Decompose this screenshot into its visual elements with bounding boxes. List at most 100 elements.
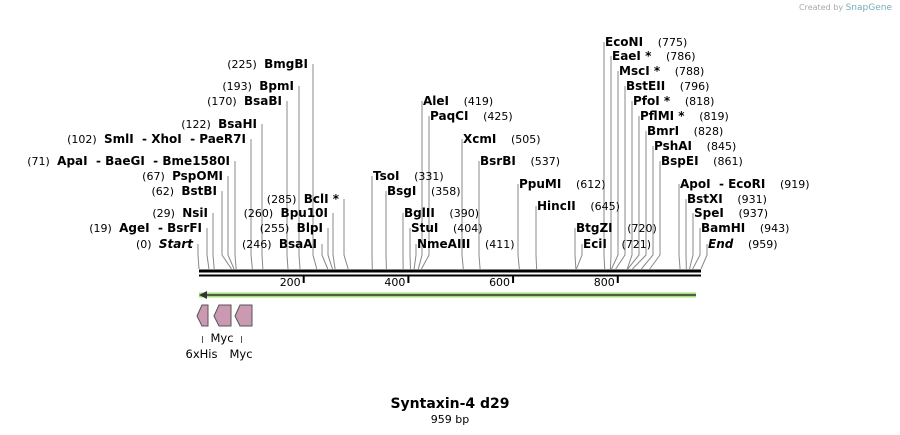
feature-label[interactable]: Myc (210, 331, 234, 345)
enzyme-label[interactable]: EcoNI (775) (605, 36, 687, 50)
enzyme-position: (71) (27, 155, 50, 168)
enzyme-position: (612) (575, 178, 606, 191)
enzyme-label[interactable]: PflMI * (819) (640, 110, 729, 124)
enzyme-label[interactable]: HincII (645) (537, 199, 620, 214)
enzyme-label[interactable]: MscI * (788) (619, 65, 705, 79)
enzyme-label[interactable]: (193) BpmI (222, 80, 294, 94)
enzyme-position: (796) (679, 80, 710, 93)
enzyme-label[interactable]: PaqCI (425) (430, 110, 513, 124)
enzyme-leader-line (678, 184, 681, 270)
enzyme-position: (29) (152, 207, 175, 220)
enzyme-label[interactable]: SpeI (937) (694, 207, 768, 221)
enzyme-label[interactable]: BstEII (796) (626, 79, 710, 94)
enzyme-name: BsaHI (218, 117, 257, 131)
enzyme-label[interactable]: AleI (419) (423, 95, 493, 109)
enzyme-name: BsgI (387, 184, 417, 198)
enzyme-name: NmeAIII (417, 237, 471, 251)
enzyme-label[interactable]: NmeAIII (411) (417, 237, 515, 252)
enzyme-position: (845) (706, 140, 737, 153)
feature-label[interactable]: Myc (229, 347, 253, 361)
enzyme-label[interactable]: BmrI (828) (647, 124, 724, 139)
enzyme-label[interactable]: TsoI (331) (373, 170, 444, 184)
feature-arrow-6xhis[interactable] (196, 304, 209, 327)
enzyme-leader-line (688, 213, 694, 270)
sequence-title: Syntaxin-4 d29 (390, 396, 510, 412)
enzyme-name: BsaAI (278, 237, 317, 251)
enzyme-leader-line (417, 101, 423, 270)
enzyme-label[interactable]: PshAI (845) (654, 140, 737, 154)
enzyme-position: (788) (674, 65, 705, 78)
enzyme-label[interactable]: (285) BclI * (267, 192, 339, 207)
enzyme-name: StuI (411, 221, 439, 235)
feature-arrow-myc[interactable] (213, 304, 232, 327)
feature-label[interactable]: 6xHis (185, 347, 218, 361)
enzyme-position: (861) (713, 155, 743, 168)
enzyme-name: BmrI (647, 124, 680, 138)
enzyme-position: (828) (693, 125, 724, 138)
feature-arrow-myc[interactable] (234, 304, 253, 327)
enzyme-leader-line (250, 139, 253, 270)
enzyme-name: BstBI (181, 184, 217, 198)
enzyme-label[interactable]: PpuMI (612) (519, 177, 606, 192)
enzyme-position: (19) (89, 222, 112, 235)
enzyme-name: BtgZI (576, 221, 613, 235)
enzyme-label[interactable]: (67) PspOMI (142, 170, 223, 184)
enzyme-leader-line (626, 101, 633, 270)
enzyme-position: (505) (510, 133, 541, 146)
enzyme-leader-line (212, 213, 215, 270)
enzyme-label[interactable]: (122) BsaHI (181, 117, 257, 132)
enzyme-label[interactable]: BtgZI (720) (576, 221, 657, 236)
enzyme-name: End (708, 237, 734, 251)
enzyme-position: (819) (699, 110, 729, 123)
enzyme-leader-line (535, 206, 538, 270)
enzyme-label[interactable]: (62) BstBI (151, 184, 217, 199)
enzyme-name: ApoI - EcoRI (680, 177, 766, 191)
enzyme-label[interactable]: BstXI (931) (687, 193, 767, 207)
enzyme-label[interactable]: BglII (390) (404, 207, 479, 221)
enzyme-label[interactable]: (170) BsaBI (207, 94, 282, 109)
enzyme-label[interactable]: PfoI * (818) (633, 95, 714, 109)
enzyme-label[interactable]: EciI (721) (583, 238, 651, 252)
enzyme-label[interactable]: (71) ApaI - BaeGI - Bme1580I (27, 154, 230, 169)
enzyme-position: (358) (430, 185, 461, 198)
enzyme-name: BsaBI (244, 94, 282, 108)
enzyme-name: EaeI * (612, 49, 652, 63)
enzyme-label[interactable]: (0) Start (136, 238, 193, 252)
enzyme-position: (102) (67, 133, 97, 146)
enzyme-name: PpuMI (519, 177, 562, 191)
enzyme-label[interactable]: (102) SmlI - XhoI - PaeR7I (67, 132, 246, 147)
enzyme-leader-line (261, 124, 264, 270)
enzyme-name: SmlI - XhoI - PaeR7I (103, 132, 246, 146)
enzyme-label[interactable]: End (959) (708, 237, 778, 252)
enzyme-label[interactable]: (260) Bpu10I (244, 207, 328, 221)
enzyme-leader-line (327, 228, 333, 270)
enzyme-leader-line (517, 184, 520, 270)
enzyme-name: HincII (537, 199, 576, 213)
enzyme-label[interactable]: (29) NsiI (152, 206, 208, 221)
enzyme-position: (959) (747, 238, 778, 251)
enzyme-label[interactable]: BsgI (358) (387, 184, 461, 199)
enzyme-leader-line (286, 101, 289, 270)
enzyme-label[interactable]: ApoI - EcoRI (919) (680, 177, 810, 192)
enzyme-name: ApaI - BaeGI - Bme1580I (57, 154, 230, 168)
enzyme-leader-line (649, 161, 661, 270)
credit: Created by SnapGene (799, 3, 892, 13)
enzyme-leader-line (332, 213, 336, 270)
enzyme-name: BstEII (626, 79, 666, 93)
enzyme-label[interactable]: XcmI (505) (463, 133, 541, 147)
enzyme-label[interactable]: BamHI (943) (701, 222, 789, 236)
enzyme-label[interactable]: (255) BlpI (260, 222, 323, 236)
enzyme-name: BclI * (303, 192, 339, 206)
enzyme-label[interactable]: BsrBI (537) (480, 155, 560, 169)
enzyme-label[interactable]: BspEI (861) (661, 155, 743, 169)
enzyme-label[interactable]: StuI (404) (411, 221, 483, 236)
enzyme-leader-line (615, 86, 626, 270)
enzyme-name: AgeI - BsrFI (119, 221, 202, 235)
enzyme-label[interactable]: (246) BsaAI (242, 237, 317, 252)
enzyme-label[interactable]: EaeI * (786) (612, 49, 696, 64)
enzyme-name: NsiI (182, 206, 208, 220)
enzyme-leader-line (197, 244, 200, 270)
enzyme-label[interactable]: (225) BmgBI (227, 58, 308, 72)
enzyme-label[interactable]: (19) AgeI - BsrFI (89, 221, 202, 236)
